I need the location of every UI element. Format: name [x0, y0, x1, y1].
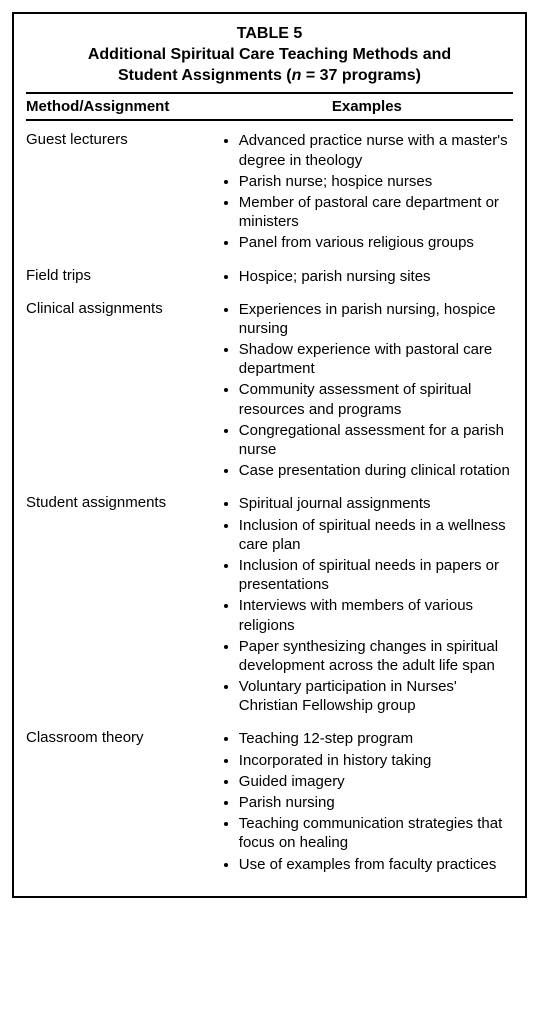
- example-item: Case presentation during clinical rotati…: [239, 461, 513, 480]
- method-cell: Guest lecturers: [26, 131, 221, 254]
- method-cell: Field trips: [26, 267, 221, 288]
- examples-list: Advanced practice nurse with a master's …: [221, 131, 513, 252]
- example-item: Use of examples from faculty practices: [239, 855, 513, 874]
- example-item: Community assessment of spiritual resour…: [239, 380, 513, 418]
- example-item: Hospice; parish nursing sites: [239, 267, 513, 286]
- example-item: Inclusion of spiritual needs in papers o…: [239, 556, 513, 594]
- examples-list: Spiritual journal assignments Inclusion o…: [221, 494, 513, 715]
- example-item: Congregational assessment for a parish n…: [239, 421, 513, 459]
- column-header-row: Method/Assignment Examples: [26, 92, 513, 121]
- table-container: TABLE 5 Additional Spiritual Care Teachi…: [12, 12, 527, 898]
- method-cell: Classroom theory: [26, 729, 221, 875]
- examples-cell: Teaching 12-step program Incorporated in …: [221, 729, 513, 875]
- examples-cell: Experiences in parish nursing, hospice n…: [221, 300, 513, 483]
- example-item: Paper synthesizing changes in spiritual …: [239, 637, 513, 675]
- example-item: Interviews with members of various relig…: [239, 596, 513, 634]
- example-item: Guided imagery: [239, 772, 513, 791]
- title-n-italic: n: [292, 67, 302, 84]
- table-row: Guest lecturers Advanced practice nurse w…: [26, 121, 513, 254]
- column-header-method: Method/Assignment: [26, 98, 221, 115]
- example-item: Spiritual journal assignments: [239, 494, 513, 513]
- title-prefix: Student Assignments (: [118, 67, 292, 84]
- table-row: Classroom theoryTeaching 12-step program…: [26, 717, 513, 875]
- example-item: Incorporated in history taking: [239, 751, 513, 770]
- table-row: Clinical assignments Experiences in paris…: [26, 288, 513, 483]
- example-item: Member of pastoral care department or mi…: [239, 193, 513, 231]
- example-item: Teaching 12-step program: [239, 729, 513, 748]
- example-item: Shadow experience with pastoral care dep…: [239, 340, 513, 378]
- example-item: Inclusion of spiritual needs in a wellne…: [239, 516, 513, 554]
- examples-cell: Advanced practice nurse with a master's …: [221, 131, 513, 254]
- column-header-examples: Examples: [221, 98, 513, 115]
- examples-list: Hospice; parish nursing sites: [221, 267, 513, 286]
- table-row: Student assignmentsSpiritual journal ass…: [26, 482, 513, 717]
- title-suffix: = 37 programs): [301, 67, 421, 84]
- examples-list: Teaching 12-step program Incorporated in …: [221, 729, 513, 873]
- table-label: TABLE 5: [36, 24, 503, 45]
- examples-list: Experiences in parish nursing, hospice n…: [221, 300, 513, 481]
- example-item: Experiences in parish nursing, hospice n…: [239, 300, 513, 338]
- example-item: Panel from various religious groups: [239, 233, 513, 252]
- table-body: Guest lecturers Advanced practice nurse w…: [26, 121, 513, 875]
- table-row: Field trips Hospice; parish nursing sites: [26, 255, 513, 288]
- method-cell: Clinical assignments: [26, 300, 221, 483]
- table-title-block: TABLE 5 Additional Spiritual Care Teachi…: [26, 22, 513, 92]
- example-item: Teaching communication strategies that f…: [239, 814, 513, 852]
- table-title-line1: Additional Spiritual Care Teaching Metho…: [36, 45, 503, 66]
- example-item: Voluntary participation in Nurses' Chris…: [239, 677, 513, 715]
- example-item: Parish nursing: [239, 793, 513, 812]
- method-cell: Student assignments: [26, 494, 221, 717]
- examples-cell: Hospice; parish nursing sites: [221, 267, 513, 288]
- examples-cell: Spiritual journal assignments Inclusion o…: [221, 494, 513, 717]
- example-item: Advanced practice nurse with a master's …: [239, 131, 513, 169]
- table-title-line2: Student Assignments (n = 37 programs): [36, 66, 503, 87]
- example-item: Parish nurse; hospice nurses: [239, 172, 513, 191]
